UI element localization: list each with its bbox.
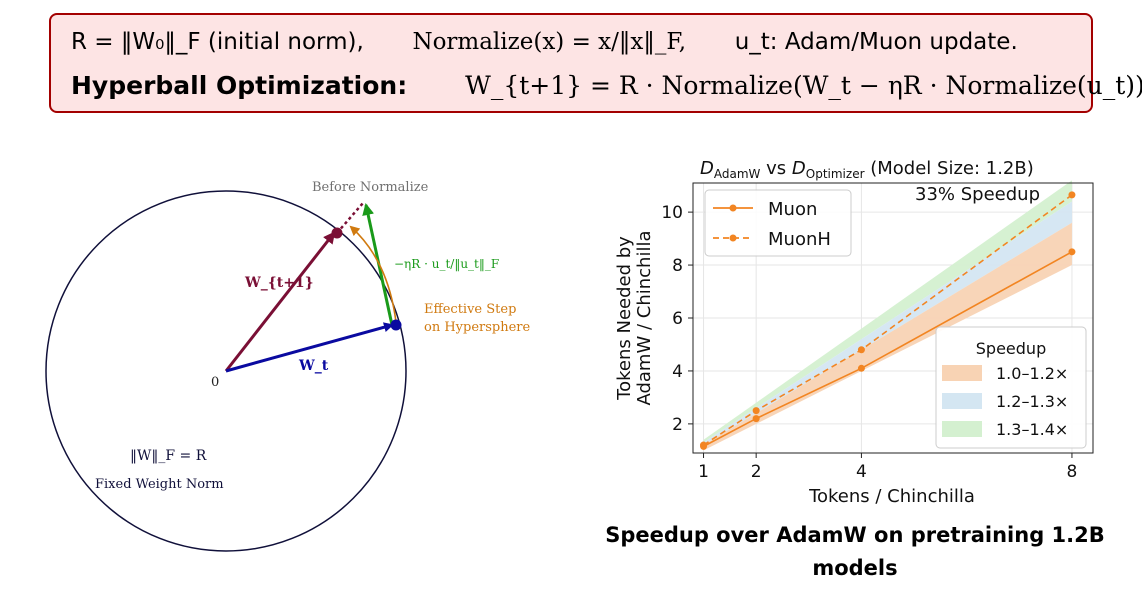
chart-title-d1: D: [700, 158, 714, 179]
series-line-muonh: [703, 194, 1073, 446]
chart-title-suffix: (Model Size: 1.2B): [865, 158, 1034, 179]
x-tick-label-0: 1: [698, 462, 709, 482]
effective-step-arc: [349, 225, 397, 323]
x-tick-label-1: 2: [751, 462, 762, 482]
hyperball-label: Hyperball Optimization:: [71, 71, 408, 100]
legend-band-3-label: 1.3–1.4×: [996, 420, 1068, 439]
point-muonh-3: [1068, 191, 1076, 199]
series-line-muon: [703, 251, 1073, 448]
legend-band-3-swatch: [942, 421, 982, 437]
y-tick-label-3: 8: [672, 256, 683, 276]
formula-box: R = ‖W₀‖_F (initial norm), Normalize(x) …: [49, 13, 1142, 113]
chart-title-vs: vs: [760, 158, 791, 179]
legend-band-1-swatch: [942, 365, 982, 381]
update-definition: u_t: Adam/Muon update.: [734, 29, 1018, 55]
hyperball-equation: W_{t+1} = R · Normalize(W_t − ηR · Norma…: [465, 71, 1142, 100]
caption-line-2: models: [812, 556, 898, 580]
w-next-label: W_{t+1}: [244, 275, 314, 291]
series-legend-box: [704, 189, 852, 257]
hypersphere-diagram: Before Normalize W_{t+1} W_t 0 −ηR · u_t…: [45, 180, 531, 552]
y-tick-label-1: 4: [672, 362, 683, 382]
effective-step-label-1: Effective Step: [424, 302, 516, 317]
speedup-annotation: 33% Speedup: [915, 184, 1040, 205]
normalize-definition: Normalize(x) = x/‖x‖_F,: [412, 29, 687, 55]
y-tick-label-2: 6: [672, 309, 683, 329]
x-axis-label: Tokens / Chinchilla: [808, 486, 975, 507]
point-muonh-2: [857, 346, 865, 354]
point-muonh-0: [700, 441, 708, 449]
chart-title-sub2: Optimizer: [806, 167, 865, 181]
formula-line-2: Hyperball Optimization: W_{t+1} = R · No…: [71, 71, 1142, 100]
series-legend: Muon MuonH: [704, 189, 852, 257]
point-muon-3: [1068, 248, 1076, 256]
point-muon-1: [752, 415, 760, 423]
legend-band-2-swatch: [942, 393, 982, 409]
step-label: −ηR · u_t/‖u_t‖_F: [394, 257, 499, 271]
norm-equation-label: ‖W‖_F = R: [130, 448, 207, 464]
before-normalize-label: Before Normalize: [312, 180, 429, 195]
hypersphere-circle: [45, 190, 407, 552]
w-t-arrow: [225, 322, 394, 373]
w-t-label: W_t: [298, 358, 329, 374]
y-tick-label-4: 10: [661, 203, 683, 223]
w-next-arrow: [224, 231, 336, 372]
legend-muonh-marker: [729, 234, 737, 242]
chart-title-d2: D: [792, 158, 806, 179]
y-axis-label-2: AdamW / Chinchilla: [634, 230, 655, 405]
legend-muon-label: Muon: [768, 199, 817, 220]
legend-band-1-label: 1.0–1.2×: [996, 364, 1068, 383]
speedup-legend-box: [935, 326, 1087, 449]
w-t-point: [390, 319, 402, 331]
chart-ticks: 1 2 4 8 2 4 6 8 10: [661, 203, 1077, 482]
normalize-dotted-line: [336, 202, 364, 234]
caption-line-1: Speedup over AdamW on pretraining 1.2B: [605, 523, 1105, 547]
x-tick-label-3: 8: [1067, 462, 1078, 482]
band-3: [703, 180, 1072, 443]
point-muon-2: [857, 364, 865, 372]
chart-title: DAdamW vs DOptimizer (Model Size: 1.2B): [700, 158, 1034, 181]
band-1: [703, 222, 1072, 451]
speedup-legend: Speedup 1.0–1.2× 1.2–1.3× 1.3–1.4×: [935, 326, 1087, 449]
r-definition: R = ‖W₀‖_F (initial norm),: [71, 29, 364, 55]
legend-band-2-label: 1.2–1.3×: [996, 392, 1068, 411]
fixed-norm-label: Fixed Weight Norm: [95, 477, 224, 492]
w-next-point: [331, 227, 343, 239]
y-axis-label-1: Tokens Needed by: [614, 236, 635, 401]
chart-lines: [700, 191, 1076, 450]
legend-muonh-label: MuonH: [768, 229, 831, 250]
origin-label: 0: [211, 375, 219, 390]
point-muonh-1: [752, 407, 760, 415]
speedup-legend-title: Speedup: [976, 339, 1046, 358]
y-tick-label-0: 2: [672, 415, 683, 435]
formula-line-1: R = ‖W₀‖_F (initial norm), Normalize(x) …: [71, 29, 1018, 55]
x-tick-label-2: 4: [856, 462, 867, 482]
legend-muon-marker: [729, 204, 737, 212]
chart-title-sub1: AdamW: [714, 167, 761, 181]
effective-step-label-2: on Hypersphere: [424, 320, 531, 335]
